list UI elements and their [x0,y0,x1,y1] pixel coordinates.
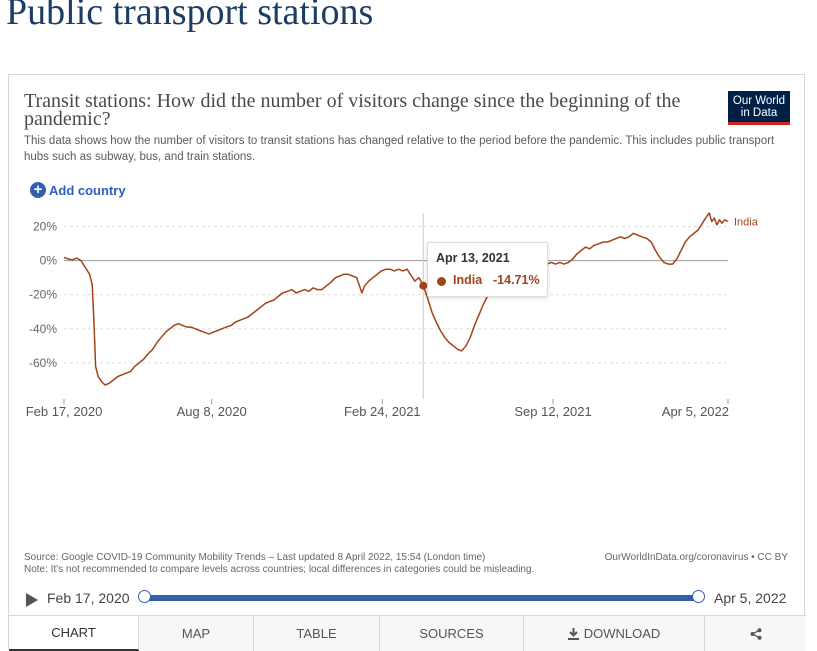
chart-card: Transit stations: How did the number of … [8,74,806,651]
y-tick-label: -60% [29,356,57,370]
y-tick-label: -40% [29,322,57,336]
tooltip-entity: India [453,273,483,287]
tab-label: MAP [181,626,211,641]
timeline: Feb 17, 2020 Apr 5, 2022 [9,585,806,613]
credit-link[interactable]: OurWorldInData.org/coronavirus • CC BY [604,552,788,563]
source-note: Source: Google COVID-19 Community Mobili… [24,552,584,576]
plus-icon: + [30,182,46,198]
tab-sources[interactable]: SOURCES [380,616,524,651]
tooltip: Apr 13, 2021 India -14.71% [427,242,548,297]
tooltip-value: -14.71% [493,273,540,287]
series-line-india [63,212,729,386]
tab-label: DOWNLOAD [583,626,661,641]
timeline-track[interactable] [145,595,699,601]
timeline-start-handle[interactable] [138,590,151,603]
add-country-label: Add country [49,182,126,198]
x-tick-label: Aug 8, 2020 [177,404,247,419]
source-text: Source: Google COVID-19 Community Mobili… [24,552,486,563]
tab-download[interactable]: DOWNLOAD [524,616,705,651]
tab-chart[interactable]: CHART [9,616,139,651]
logo-line-1: Our World [732,95,786,107]
x-tick-label: Feb 24, 2021 [344,404,421,419]
timeline-start-label: Feb 17, 2020 [47,590,130,606]
tab-bar: CHART MAP TABLE SOURCES DOWNLOAD [9,615,806,651]
y-tick-label: 20% [33,220,57,234]
tab-label: SOURCES [419,626,484,641]
tab-label: TABLE [296,626,337,641]
chart-subtitle: This data shows how the number of visito… [24,135,775,163]
timeline-end-handle[interactable] [692,590,705,603]
download-icon [567,627,579,640]
add-country-button[interactable]: + Add country [30,181,126,199]
chart-title: Transit stations: How did the number of … [24,90,681,130]
play-icon[interactable] [26,593,38,607]
page-title: Public transport stations [6,0,374,33]
tab-share[interactable] [705,616,806,651]
line-chart[interactable]: 20% 0% -20% -40% -60% Feb 17, 2020 Aug 8, 2020… [9,205,804,485]
note-text: Note: It's not recommended to compare le… [24,564,535,575]
x-tick-label: Apr 5, 2022 [662,404,729,419]
tooltip-series-dot [437,277,446,286]
owid-logo[interactable]: Our World in Data [728,91,790,125]
y-tick-label: -20% [29,288,57,302]
share-icon [750,627,761,640]
timeline-end-label: Apr 5, 2022 [714,590,787,606]
tab-map[interactable]: MAP [139,616,254,651]
tab-label: CHART [51,625,96,640]
series-label: India [734,217,759,229]
x-tick-label: Sep 12, 2021 [514,404,591,419]
logo-line-2: in Data [740,107,778,119]
highlight-point [419,281,428,290]
tab-table[interactable]: TABLE [254,616,380,651]
x-tick-label: Feb 17, 2020 [26,404,103,419]
tooltip-date: Apr 13, 2021 [436,251,510,265]
y-tick-label: 0% [40,254,58,268]
